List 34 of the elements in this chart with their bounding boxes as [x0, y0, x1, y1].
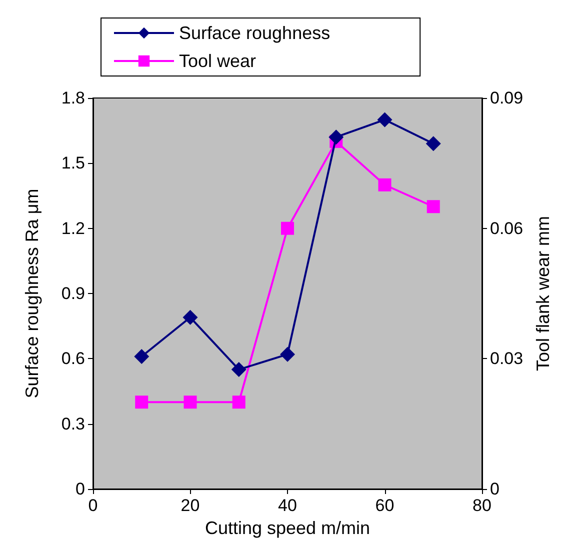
x-tick-label: 60 [375, 496, 394, 515]
x-axis-title: Cutting speed m/min [204, 518, 370, 538]
point [377, 112, 392, 128]
point [378, 178, 392, 192]
y-tick-label: 1.5 [61, 154, 85, 173]
point [182, 310, 198, 325]
legend-label: Surface roughness [179, 23, 330, 43]
y-axis-title: Surface roughness Ra μm [22, 188, 42, 398]
point [426, 200, 440, 214]
x-tick-label: 0 [88, 496, 98, 515]
point [135, 396, 148, 409]
point [231, 362, 246, 378]
point [232, 396, 246, 409]
point [328, 130, 344, 145]
y2-tick-label: 0.03 [490, 349, 524, 368]
y2-tick-label: 0 [490, 480, 500, 498]
y2-axis-title: Tool flank wear mm [533, 216, 553, 372]
y-tick-label: 0.6 [61, 349, 85, 368]
point [281, 222, 294, 235]
x-tick-label: 80 [472, 496, 492, 515]
y-tick-label: 1.2 [61, 218, 85, 238]
point [184, 396, 197, 409]
y-tick-label: 0.9 [61, 284, 85, 303]
y-tick-label: 1.8 [61, 88, 85, 108]
y-tick-label: 0.3 [61, 414, 85, 434]
x-tick-label: 20 [180, 496, 200, 515]
point [426, 136, 441, 152]
y2-tick-label: 0.06 [490, 218, 524, 238]
point [280, 346, 295, 362]
x-tick-label: 40 [278, 496, 297, 515]
point [134, 348, 150, 364]
y2-tick-label: 0.09 [490, 88, 524, 108]
y-tick-label: 0 [76, 480, 85, 498]
legend-label: Tool wear [179, 51, 256, 71]
